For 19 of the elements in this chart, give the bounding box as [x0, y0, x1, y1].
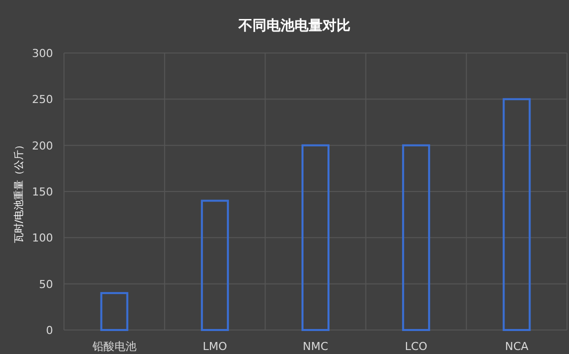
bar	[302, 144, 330, 331]
y-axis-title: 瓦时/电池重量（公斤）	[13, 140, 25, 244]
y-tick-label: 200	[32, 139, 53, 152]
bar	[200, 200, 229, 331]
x-tick-label: LCO	[404, 340, 428, 353]
bar	[502, 98, 531, 331]
y-tick-label: 0	[46, 324, 53, 337]
x-tick-label: NCA	[504, 340, 529, 353]
y-tick-label: 150	[32, 186, 53, 198]
bar	[402, 144, 430, 331]
y-tick-label: 250	[32, 93, 53, 106]
y-tick-label: 50	[39, 278, 53, 291]
y-tick-label: 300	[32, 47, 53, 60]
bar	[100, 292, 128, 331]
chart-title: 不同电池电量对比	[238, 18, 350, 34]
x-tick-label: 铅酸电池	[91, 340, 136, 353]
x-tick-label: NMC	[302, 340, 329, 353]
x-tick-label: LMO	[202, 340, 228, 353]
y-tick-label: 100	[32, 232, 53, 245]
